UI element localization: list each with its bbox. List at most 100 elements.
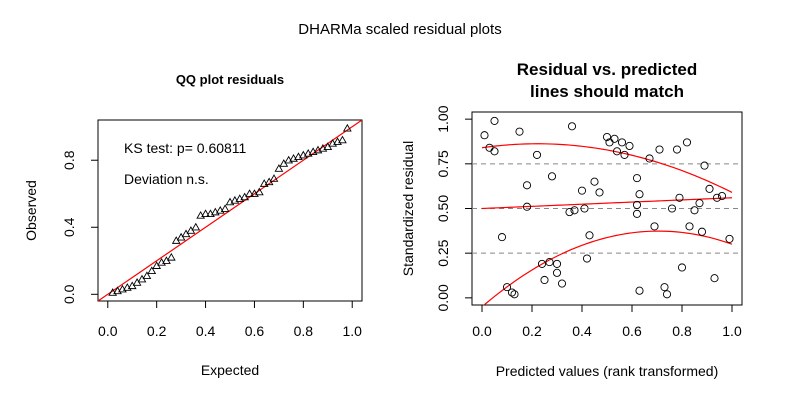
residual-point (490, 116, 499, 125)
residual-point (602, 132, 612, 142)
qq-point (245, 189, 254, 197)
residual-point (610, 134, 619, 143)
y-tick-label: 1.00 (435, 105, 451, 132)
residual-point (570, 206, 579, 215)
residual-point (645, 154, 654, 163)
qq-point (166, 252, 176, 261)
qq-point (191, 222, 201, 231)
residual-point (545, 258, 554, 267)
residual-point (632, 174, 642, 183)
residual-point (537, 259, 547, 268)
x-tick-label: 0.6 (622, 323, 642, 339)
qq-point (338, 135, 347, 144)
qq-point (269, 174, 279, 182)
qq-plot-panel: QQ plot residuals Expected Observed 0.0 0.2 0… (23, 72, 363, 378)
x-tick-label: 0.6 (245, 323, 265, 339)
residual-point (635, 190, 644, 199)
residual-point (717, 191, 727, 201)
residual-point (625, 141, 634, 151)
residual-point (705, 184, 714, 193)
residual-point (522, 181, 532, 190)
x-tick-label: 0.2 (522, 323, 542, 339)
residual-vs-predicted-panel: Residual vs. predicted lines should match… (400, 60, 743, 379)
plot-area (472, 143, 742, 305)
residual-point (662, 290, 672, 299)
residual-point (710, 274, 719, 283)
residual-point (635, 286, 644, 295)
residual-point (502, 283, 512, 292)
chart-annotation: Deviation n.s. (124, 171, 209, 187)
qq-point (220, 204, 230, 212)
quantile-regression-curve (481, 143, 733, 193)
x-axis-label: Predicted values (rank transformed) (496, 363, 719, 379)
x-tick-label: 0.0 (98, 323, 118, 339)
qq-point (274, 164, 284, 172)
residual-point (540, 275, 549, 285)
qq-point (342, 123, 352, 132)
residual-point (677, 263, 687, 272)
residual-point (632, 209, 642, 218)
residual-point (660, 283, 669, 292)
residual-point (695, 199, 704, 208)
x-tick-label: 0.8 (672, 323, 692, 339)
residual-point (510, 290, 519, 299)
residual-point (612, 147, 622, 156)
x-tick-label: 1.0 (342, 323, 362, 339)
qq-point (142, 271, 152, 280)
residual-point (690, 206, 699, 215)
qq-point (147, 266, 157, 274)
x-tick-label: 0.2 (147, 323, 167, 339)
y-tick-label: 0.4 (61, 217, 77, 237)
x-tick-label: 0.8 (294, 323, 314, 339)
y-tick-label: 0.75 (435, 150, 451, 177)
residual-point (685, 222, 694, 231)
residual-point (480, 131, 489, 140)
chart-title: lines should match (530, 82, 684, 101)
residual-point (590, 177, 599, 186)
plot-frame (97, 119, 363, 302)
residual-point (725, 234, 734, 243)
y-tick-label: 0.8 (61, 150, 77, 170)
residual-point (577, 186, 587, 195)
residual-point (700, 161, 709, 170)
residual-point (552, 268, 562, 277)
x-tick-label: 1.0 (722, 323, 742, 339)
y-tick-label: 0.25 (435, 239, 451, 266)
figure-title: DHARMa scaled residual plots (298, 21, 501, 38)
qq-point (201, 209, 210, 218)
residual-point (547, 172, 557, 181)
chart-annotation: KS test: p= 0.60811 (124, 140, 247, 156)
residual-point (557, 279, 567, 288)
chart-title: QQ plot residuals (176, 72, 284, 87)
residual-point (667, 204, 677, 213)
residual-point (620, 150, 629, 159)
residual-point (565, 208, 574, 217)
y-axis-label: Standardized residual (400, 141, 416, 276)
x-tick-label: 0.0 (472, 323, 492, 339)
x-tick-label: 0.4 (572, 323, 592, 339)
residual-point (490, 147, 499, 156)
residual-point (532, 150, 542, 159)
qq-point (254, 187, 264, 196)
y-tick-label: 0.0 (61, 284, 77, 304)
residual-point (497, 233, 507, 242)
residual-point (585, 231, 594, 240)
x-axis-label: Expected (201, 362, 259, 378)
y-axis-label: Observed (23, 180, 39, 241)
residual-point (655, 145, 664, 154)
residual-point (485, 143, 494, 152)
residual-point (552, 259, 562, 268)
chart-title: Residual vs. predicted (517, 60, 697, 79)
residual-point (675, 193, 684, 202)
residual-point (697, 227, 707, 236)
residual-point (582, 254, 592, 263)
residual-point (522, 202, 532, 211)
residual-point (682, 138, 692, 147)
residual-point (617, 138, 627, 147)
y-tick-label: 0.00 (435, 284, 451, 311)
residual-point (672, 145, 682, 154)
residual-point (515, 127, 524, 136)
residual-point (507, 288, 517, 297)
residual-point (580, 204, 589, 213)
